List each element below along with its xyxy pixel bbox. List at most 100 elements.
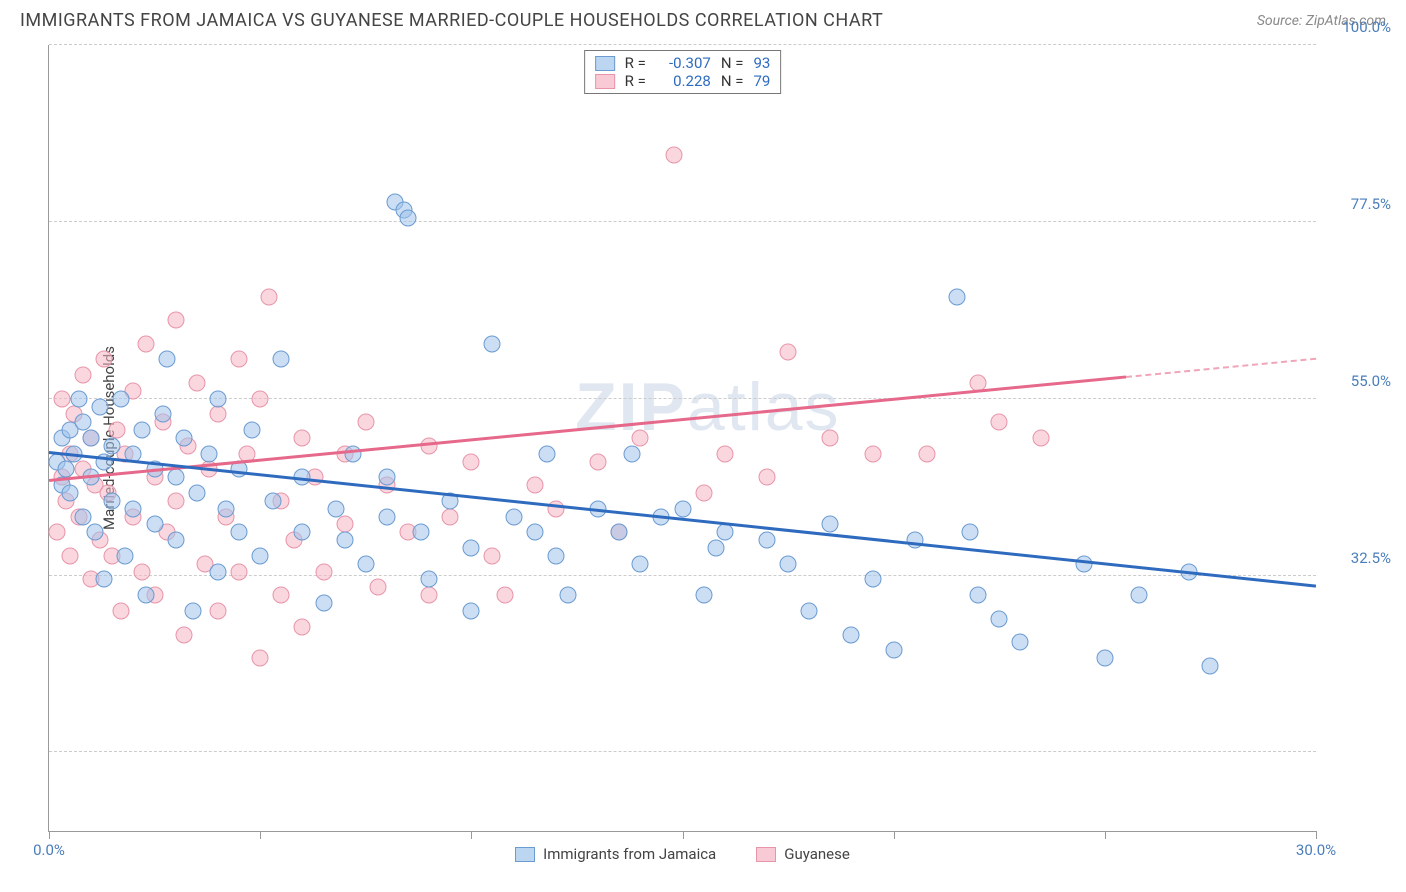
data-point	[49, 524, 66, 541]
data-point	[695, 485, 712, 502]
data-point	[315, 563, 332, 580]
data-point	[155, 406, 172, 423]
x-tick	[471, 831, 472, 839]
data-point	[399, 209, 416, 226]
data-point	[547, 500, 564, 517]
data-point	[758, 532, 775, 549]
data-point	[864, 445, 881, 462]
data-point	[159, 351, 176, 368]
data-point	[378, 508, 395, 525]
data-point	[421, 437, 438, 454]
data-point	[188, 485, 205, 502]
data-point	[1096, 650, 1113, 667]
data-point	[463, 602, 480, 619]
y-tick-label: 100.0%	[1321, 18, 1391, 36]
data-point	[95, 571, 112, 588]
source-prefix: Source:	[1257, 13, 1306, 29]
data-point	[167, 469, 184, 486]
data-point	[497, 587, 514, 604]
data-point	[231, 563, 248, 580]
data-point	[484, 547, 501, 564]
data-point	[104, 492, 121, 509]
data-point	[345, 445, 362, 462]
data-point	[218, 500, 235, 517]
swatch-series2-icon	[756, 847, 776, 862]
x-tick-label: 0.0%	[33, 841, 65, 859]
legend-item-1: Immigrants from Jamaica	[515, 845, 716, 863]
data-point	[146, 516, 163, 533]
x-tick	[49, 831, 50, 839]
data-point	[133, 563, 150, 580]
x-tick-label: 30.0%	[1296, 841, 1336, 859]
data-point	[83, 430, 100, 447]
data-point	[252, 547, 269, 564]
data-point	[1202, 657, 1219, 674]
data-point	[125, 500, 142, 517]
data-point	[758, 469, 775, 486]
data-point	[108, 422, 125, 439]
data-point	[260, 288, 277, 305]
data-point	[526, 524, 543, 541]
data-point	[243, 422, 260, 439]
data-point	[95, 351, 112, 368]
data-point	[822, 430, 839, 447]
data-point	[919, 445, 936, 462]
swatch-series1-icon	[595, 56, 615, 71]
data-point	[176, 626, 193, 643]
data-point	[112, 602, 129, 619]
data-point	[104, 437, 121, 454]
scatter-chart: Married-couple Households ZIPatlas R = -…	[48, 45, 1316, 832]
data-point	[201, 445, 218, 462]
data-point	[1012, 634, 1029, 651]
data-point	[1075, 555, 1092, 572]
n-label: N =	[721, 72, 744, 90]
data-point	[1033, 430, 1050, 447]
data-point	[412, 524, 429, 541]
data-point	[632, 430, 649, 447]
data-point	[53, 390, 70, 407]
data-point	[167, 492, 184, 509]
data-point	[336, 516, 353, 533]
data-point	[885, 642, 902, 659]
data-point	[421, 571, 438, 588]
x-tick	[1316, 831, 1317, 839]
gridline	[49, 398, 1316, 399]
data-point	[209, 563, 226, 580]
data-point	[560, 587, 577, 604]
data-point	[822, 516, 839, 533]
data-point	[378, 469, 395, 486]
data-point	[264, 492, 281, 509]
legend-row-1: R = -0.307 N = 93	[595, 54, 771, 72]
data-point	[112, 390, 129, 407]
data-point	[970, 587, 987, 604]
data-point	[231, 351, 248, 368]
data-point	[70, 390, 87, 407]
data-point	[252, 390, 269, 407]
data-point	[666, 147, 683, 164]
trend-line	[49, 375, 1126, 481]
data-point	[442, 508, 459, 525]
data-point	[1130, 587, 1147, 604]
data-point	[252, 650, 269, 667]
chart-title: IMMIGRANTS FROM JAMAICA VS GUYANESE MARR…	[20, 10, 883, 31]
data-point	[674, 500, 691, 517]
data-point	[801, 602, 818, 619]
data-point	[949, 288, 966, 305]
data-point	[505, 508, 522, 525]
trend-line-extrapolated	[1126, 357, 1316, 377]
x-tick	[260, 831, 261, 839]
gridline	[49, 44, 1316, 45]
data-point	[716, 445, 733, 462]
chart-header: IMMIGRANTS FROM JAMAICA VS GUYANESE MARR…	[0, 0, 1406, 36]
data-point	[138, 335, 155, 352]
data-point	[611, 524, 628, 541]
swatch-series1-icon	[515, 847, 535, 862]
data-point	[780, 555, 797, 572]
data-point	[87, 524, 104, 541]
data-point	[315, 595, 332, 612]
data-point	[590, 453, 607, 470]
data-point	[623, 445, 640, 462]
data-point	[62, 547, 79, 564]
data-point	[209, 406, 226, 423]
data-point	[463, 453, 480, 470]
